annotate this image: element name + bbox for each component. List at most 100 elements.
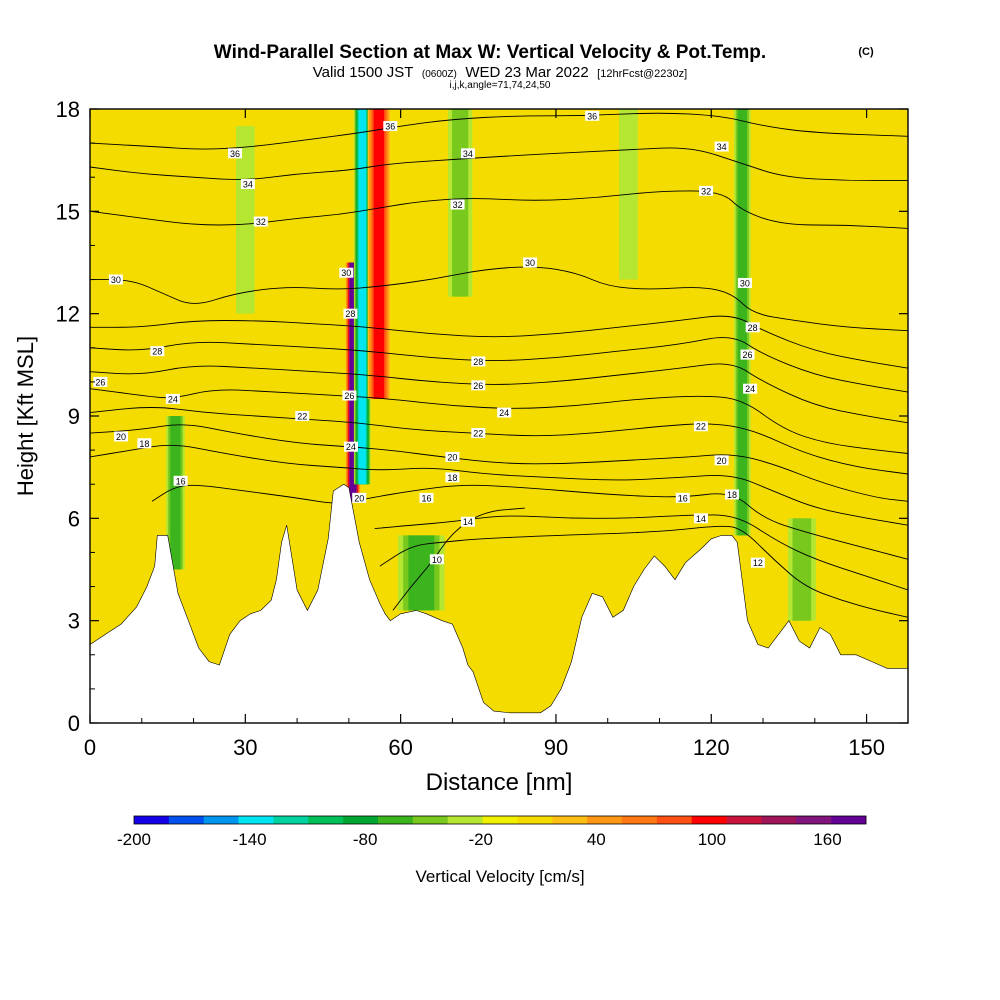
theta-contour-label-bg (352, 492, 367, 503)
theta-contour-label-bg (724, 489, 739, 500)
theta-contour-label-text: 26 (473, 381, 483, 391)
theta-contour-label-text: 10 (432, 555, 442, 565)
theta-contour-label: 26 (342, 390, 357, 401)
chart-title: Wind-Parallel Section at Max W: Vertical… (214, 42, 766, 63)
theta-contour-label: 18 (724, 489, 739, 500)
theta-contour-label-text: 36 (587, 111, 597, 121)
theta-contour-label-text: 28 (473, 357, 483, 367)
theta-contour-label-bg (693, 421, 708, 432)
theta-contour-label: 20 (114, 431, 129, 442)
x-tick-label: 60 (388, 735, 412, 760)
theta-contour-label-bg (460, 516, 475, 527)
theta-contour-label-bg (295, 411, 310, 421)
theta-contour-label-text: 20 (354, 493, 364, 503)
colorbar-segment (831, 816, 867, 824)
chart-title-mark: (C) (858, 46, 874, 58)
colorbar-segment (656, 816, 693, 824)
theta-contour-line (90, 337, 908, 393)
theta-contour-line (90, 424, 908, 502)
theta-contour-label: 24 (743, 383, 758, 394)
y-tick-label: 15 (56, 199, 80, 224)
colorbar-segment (343, 816, 379, 824)
theta-contour-label-bg (93, 376, 108, 387)
colorbar-segment (587, 816, 623, 824)
colorbar-label: Vertical Velocity [cm/s] (415, 867, 584, 886)
theta-contour-label-bg (471, 356, 486, 367)
theta-contour-label: 28 (343, 308, 358, 319)
theta-contour-label-bg (460, 148, 475, 159)
theta-contour-label-bg (714, 455, 729, 466)
theta-contour-line (90, 444, 908, 526)
theta-contour-label: 16 (675, 492, 690, 503)
theta-contour-label-text: 34 (717, 142, 727, 152)
theta-contour-line (90, 190, 908, 229)
theta-contour-label-bg (737, 277, 752, 288)
theta-contour-label: 22 (471, 428, 486, 439)
theta-contour-line (90, 266, 908, 332)
theta-contour-label-bg (585, 110, 600, 121)
theta-contour-label: 20 (445, 451, 460, 462)
theta-contour-label-text: 12 (753, 558, 763, 568)
terrain-mask (90, 483, 908, 723)
theta-contour-label-text: 20 (717, 456, 727, 466)
theta-contour-label: 20 (714, 455, 729, 466)
theta-contour-label-bg (471, 428, 486, 439)
subtitle-valid: Valid 1500 JST (313, 64, 414, 81)
theta-contour-label-text: 34 (463, 149, 473, 159)
subtitle-date: WED 23 Mar 2022 (465, 64, 588, 81)
velocity-plume (358, 109, 366, 485)
theta-contour-label-bg (445, 472, 460, 483)
colorbar-tick-label: -80 (353, 830, 378, 849)
velocity-plume (373, 109, 385, 399)
theta-contour-label: 24 (343, 441, 358, 452)
theta-contour-label-text: 28 (748, 323, 758, 333)
theta-contour-label-text: 36 (385, 122, 395, 132)
theta-contour-label-text: 16 (422, 493, 432, 503)
theta-contour-label-text: 22 (297, 412, 307, 422)
theta-contour-label-text: 32 (453, 200, 463, 210)
theta-contour-label-bg (114, 431, 129, 442)
y-tick-label: 0 (68, 711, 80, 736)
theta-contour-label-bg (740, 349, 755, 360)
y-tick-label: 3 (68, 609, 80, 634)
theta-contour-label-text: 32 (701, 186, 711, 196)
x-tick-label: 30 (233, 735, 257, 760)
theta-contour-label-text: 14 (463, 517, 473, 527)
theta-contour-label-bg (342, 390, 357, 401)
theta-contour-label-bg (419, 492, 434, 503)
colorbar-tick-label: -140 (233, 830, 267, 849)
theta-contour-label-text: 26 (742, 350, 752, 360)
theta-contour-label: 20 (352, 492, 367, 503)
chart-subtitle-indices: i,j,k,angle=71,74,24,50 (450, 80, 551, 91)
theta-contour-line (90, 363, 908, 424)
theta-contour-label-text: 28 (152, 347, 162, 357)
theta-contour-line (90, 388, 908, 454)
theta-contour-label-text: 24 (346, 442, 356, 452)
colorbar-segment (796, 816, 832, 824)
theta-contour-label-bg (150, 346, 165, 357)
colorbar-segment (308, 816, 344, 824)
theta-contour-label-text: 36 (230, 149, 240, 159)
theta-contours (90, 112, 908, 618)
theta-contour-label-bg (743, 383, 758, 394)
theta-contour-label-bg (253, 216, 268, 227)
theta-contour-label-bg (339, 267, 354, 278)
theta-contour-label: 36 (585, 110, 600, 121)
theta-contour-label: 36 (383, 121, 398, 132)
theta-contour-label-text: 24 (745, 384, 755, 394)
theta-contour-label-bg (497, 407, 512, 418)
x-axis-label: Distance [nm] (426, 769, 573, 796)
theta-contour-label: 34 (460, 148, 475, 159)
theta-contour-label: 28 (745, 322, 760, 333)
theta-contour-label: 32 (450, 199, 465, 210)
velocity-plume (349, 262, 357, 502)
theta-contour-label-text: 22 (696, 422, 706, 432)
colorbar-segment (447, 816, 483, 824)
velocity-plume (737, 109, 747, 536)
theta-contour-label-bg (227, 148, 242, 159)
theta-contour-label-bg (137, 438, 152, 449)
theta-contour-label-bg (471, 380, 486, 391)
x-tick-label: 0 (84, 735, 96, 760)
theta-contour-label: 18 (137, 438, 152, 449)
